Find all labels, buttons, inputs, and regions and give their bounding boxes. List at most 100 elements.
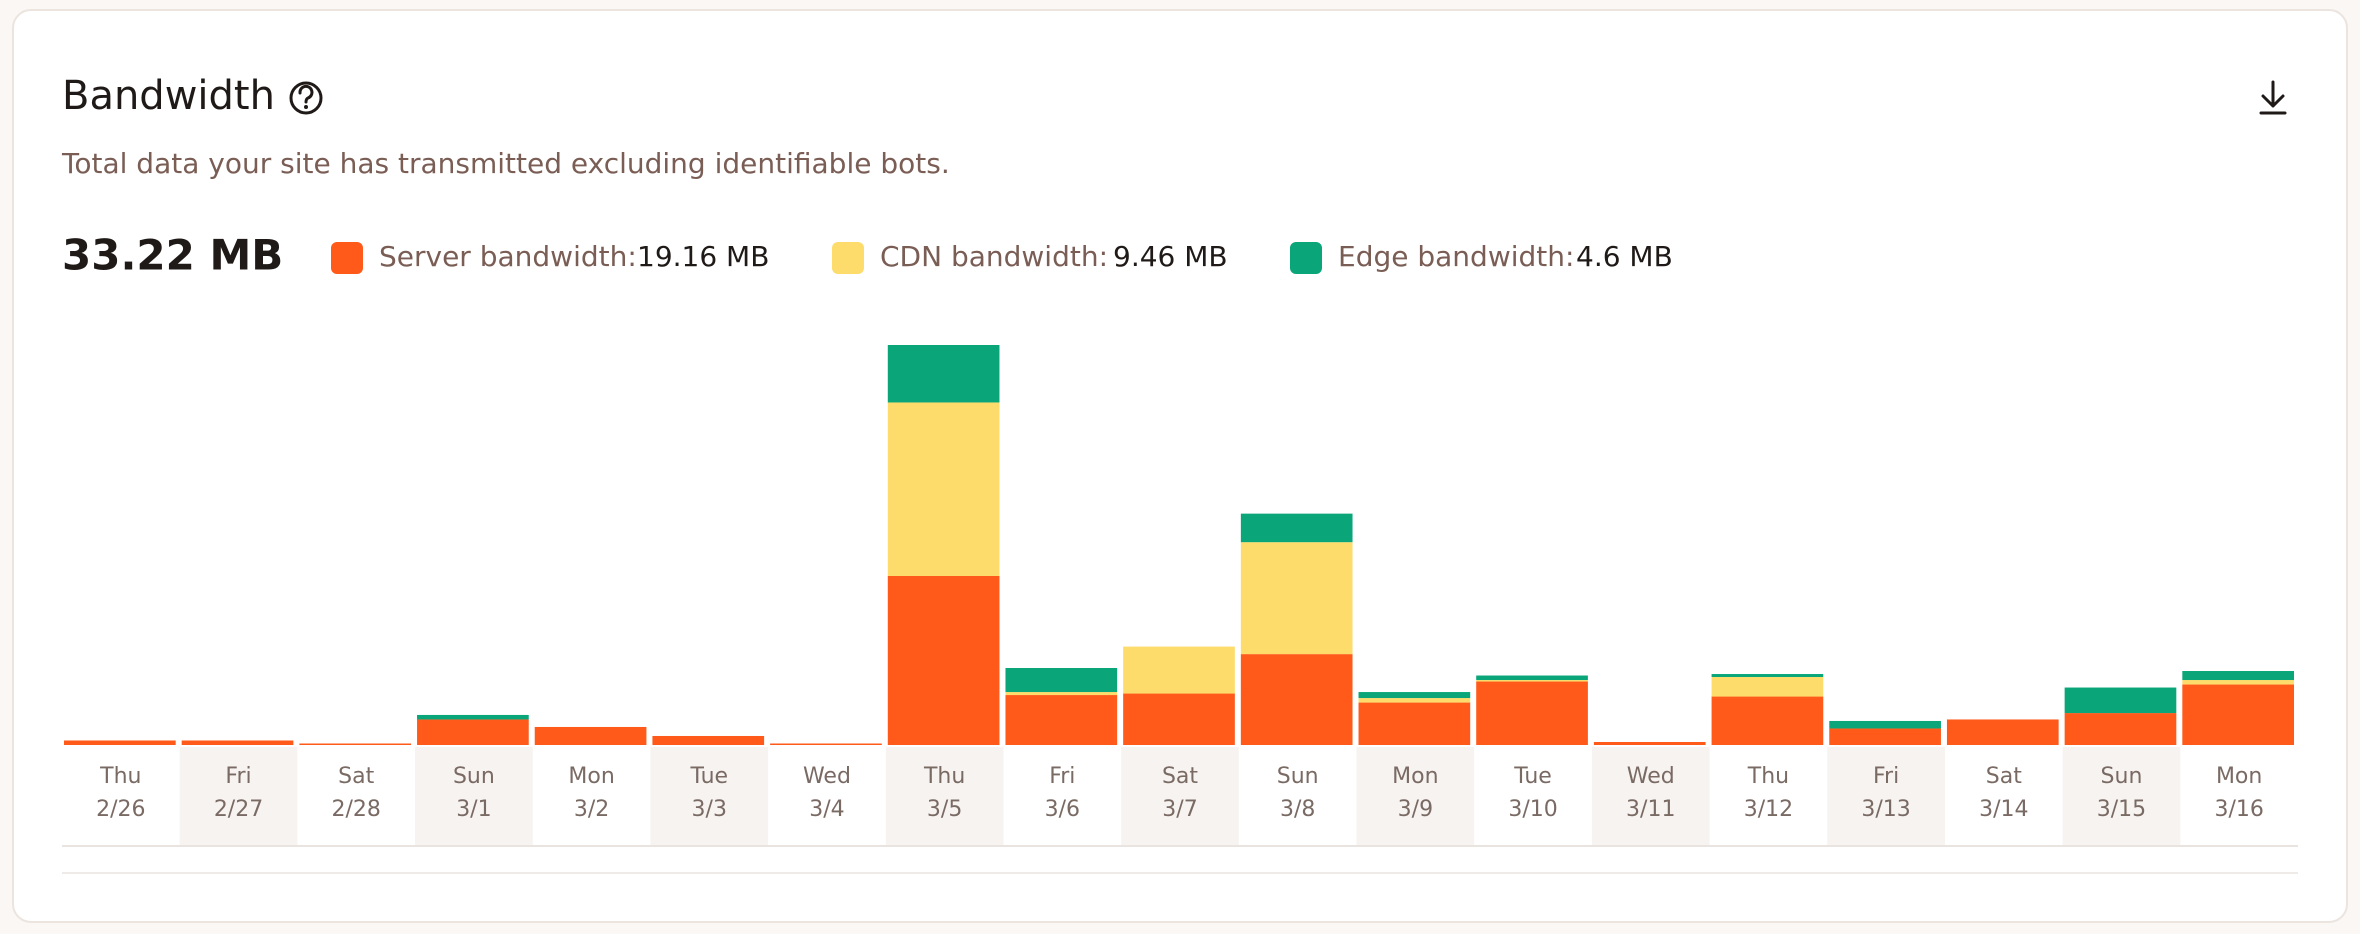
bar-segment bbox=[887, 345, 1000, 403]
x-tick-label: Sun bbox=[1277, 764, 1319, 789]
x-tick-label: Tue bbox=[1513, 764, 1552, 789]
x-tick-label: Sat bbox=[1986, 764, 2022, 789]
column-shade bbox=[1591, 747, 1710, 845]
x-tick-label: 3/15 bbox=[2097, 797, 2146, 822]
bar-segment bbox=[2182, 684, 2294, 745]
legend-label: Server bandwidth: bbox=[379, 240, 637, 273]
bar-segment bbox=[1123, 693, 1235, 745]
download-glyph bbox=[2259, 80, 2287, 115]
x-tick-label: Fri bbox=[1049, 764, 1075, 789]
column-shade bbox=[1827, 747, 1945, 845]
bar-segment bbox=[1358, 692, 1471, 699]
x-tick-label: 3/10 bbox=[1508, 797, 1557, 822]
legend-swatch bbox=[331, 242, 363, 274]
legend-label: Edge bandwidth: bbox=[1338, 240, 1574, 273]
bar-segment bbox=[1123, 646, 1235, 694]
bar-segment bbox=[1240, 654, 1353, 745]
help-mark bbox=[298, 84, 314, 104]
x-tick-label: Sat bbox=[338, 764, 374, 789]
x-tick-label: Fri bbox=[225, 764, 251, 789]
bar-segment bbox=[1240, 542, 1353, 655]
bar-segment bbox=[1711, 677, 1824, 697]
x-tick-label: Sun bbox=[453, 764, 495, 789]
bar-segment bbox=[652, 735, 765, 745]
bar-segment bbox=[181, 740, 294, 745]
bar-segment bbox=[299, 743, 412, 745]
x-tick-label: 2/27 bbox=[214, 797, 263, 822]
x-tick-label: 3/2 bbox=[574, 797, 609, 822]
bar-segment bbox=[1946, 719, 2059, 745]
help-dot bbox=[304, 105, 308, 109]
x-tick-label: Thu bbox=[1747, 764, 1789, 789]
x-tick-label: 3/6 bbox=[1045, 797, 1080, 822]
x-tick-label: 3/9 bbox=[1398, 797, 1433, 822]
bar-segment bbox=[1358, 702, 1471, 745]
column-shade bbox=[1121, 747, 1239, 845]
title: Bandwidth bbox=[62, 73, 275, 119]
column-shade bbox=[1356, 747, 1475, 845]
bar-segment bbox=[2064, 713, 2177, 745]
bar-segment bbox=[1005, 692, 1118, 696]
legend-swatch bbox=[1290, 242, 1322, 274]
bar-segment bbox=[534, 726, 647, 745]
x-tick-label: 3/4 bbox=[809, 797, 844, 822]
bar-segment bbox=[1476, 675, 1588, 681]
bar-segment bbox=[1476, 680, 1588, 682]
bar-segment bbox=[1711, 674, 1824, 678]
x-tick-label: 3/5 bbox=[927, 797, 962, 822]
x-tick-label: 2/28 bbox=[332, 797, 381, 822]
bar-segment bbox=[1711, 696, 1824, 745]
total: 33.22 MB bbox=[62, 231, 283, 280]
x-tick-label: 3/7 bbox=[1162, 797, 1197, 822]
x-tick-label: Mon bbox=[1392, 764, 1438, 789]
x-tick-label: 3/11 bbox=[1626, 797, 1675, 822]
bar-segment bbox=[417, 714, 529, 720]
bar-segment bbox=[2182, 680, 2294, 685]
x-tick-label: 3/13 bbox=[1861, 797, 1910, 822]
bar-segment bbox=[887, 402, 1000, 576]
legend-swatch bbox=[832, 242, 864, 274]
x-tick-label: 3/16 bbox=[2214, 797, 2263, 822]
column-shade bbox=[885, 747, 1004, 845]
x-tick-label: 3/1 bbox=[456, 797, 491, 822]
legend-value: 4.6 MB bbox=[1576, 240, 1673, 273]
bar-segment bbox=[1593, 741, 1706, 745]
bar-segment bbox=[887, 575, 1000, 745]
x-tick-label: Tue bbox=[689, 764, 728, 789]
help-circle bbox=[289, 81, 323, 115]
column-shade bbox=[179, 747, 298, 845]
x-tick-label: Sat bbox=[1162, 764, 1198, 789]
legend-label: CDN bandwidth: bbox=[880, 240, 1108, 273]
bar-segment bbox=[770, 743, 882, 745]
x-tick-label: Thu bbox=[99, 764, 141, 789]
bar-segment bbox=[1829, 720, 1941, 729]
download-icon[interactable] bbox=[2259, 80, 2287, 115]
x-tick-label: 3/3 bbox=[692, 797, 727, 822]
x-tick-label: Sun bbox=[2101, 764, 2143, 789]
x-tick-label: Thu bbox=[923, 764, 965, 789]
x-tick-label: 3/8 bbox=[1280, 797, 1315, 822]
bar-segment bbox=[2182, 671, 2294, 681]
x-tick-label: Fri bbox=[1873, 764, 1899, 789]
bar-segment bbox=[1005, 695, 1118, 745]
bar-segment bbox=[1005, 668, 1118, 693]
x-tick-label: Mon bbox=[2216, 764, 2262, 789]
x-tick-label: Wed bbox=[1627, 764, 1675, 789]
column-shade bbox=[650, 747, 769, 845]
bar-segment bbox=[1358, 698, 1471, 703]
bar-segment bbox=[64, 740, 176, 745]
legend-value: 9.46 MB bbox=[1113, 240, 1228, 273]
x-tick-label: 2/26 bbox=[96, 797, 145, 822]
bar-segment bbox=[1240, 513, 1353, 543]
column-shade bbox=[2062, 747, 2181, 845]
subtitle: Total data your site has transmitted exc… bbox=[61, 147, 950, 180]
column-shade bbox=[415, 747, 533, 845]
bar-segment bbox=[1476, 681, 1588, 745]
bar-segment bbox=[2064, 687, 2177, 714]
x-tick-label: 3/14 bbox=[1979, 797, 2028, 822]
bar-segment bbox=[1829, 728, 1941, 745]
x-tick-label: Wed bbox=[803, 764, 851, 789]
help-icon[interactable] bbox=[289, 81, 323, 115]
